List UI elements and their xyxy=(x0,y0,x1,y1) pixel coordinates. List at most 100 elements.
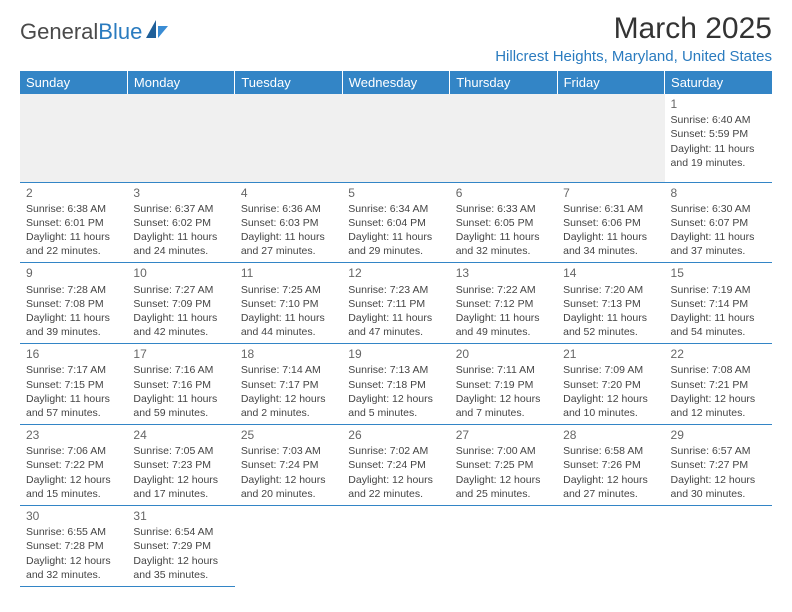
cell-daylight1: Daylight: 12 hours xyxy=(563,392,658,406)
calendar-cell: 19Sunrise: 7:13 AMSunset: 7:18 PMDayligh… xyxy=(342,344,449,425)
day-number: 15 xyxy=(671,265,766,281)
cell-sunrise: Sunrise: 6:30 AM xyxy=(671,202,766,216)
day-number: 26 xyxy=(348,427,443,443)
calendar-cell xyxy=(557,94,664,182)
cell-sunrise: Sunrise: 7:06 AM xyxy=(26,444,121,458)
cell-sunset: Sunset: 7:15 PM xyxy=(26,378,121,392)
day-header: Saturday xyxy=(665,71,772,94)
calendar-cell: 29Sunrise: 6:57 AMSunset: 7:27 PMDayligh… xyxy=(665,425,772,506)
cell-daylight1: Daylight: 11 hours xyxy=(456,230,551,244)
cell-sunset: Sunset: 7:24 PM xyxy=(348,458,443,472)
cell-daylight2: and 35 minutes. xyxy=(133,568,228,582)
cell-daylight1: Daylight: 11 hours xyxy=(671,230,766,244)
cell-sunset: Sunset: 7:27 PM xyxy=(671,458,766,472)
calendar-row: 30Sunrise: 6:55 AMSunset: 7:28 PMDayligh… xyxy=(20,506,772,587)
cell-daylight1: Daylight: 12 hours xyxy=(456,473,551,487)
cell-sunrise: Sunrise: 7:23 AM xyxy=(348,283,443,297)
calendar-cell: 23Sunrise: 7:06 AMSunset: 7:22 PMDayligh… xyxy=(20,425,127,506)
cell-daylight2: and 29 minutes. xyxy=(348,244,443,258)
calendar-row: 23Sunrise: 7:06 AMSunset: 7:22 PMDayligh… xyxy=(20,425,772,506)
cell-sunset: Sunset: 7:20 PM xyxy=(563,378,658,392)
day-number: 7 xyxy=(563,185,658,201)
cell-sunrise: Sunrise: 6:33 AM xyxy=(456,202,551,216)
day-number: 28 xyxy=(563,427,658,443)
cell-sunset: Sunset: 6:03 PM xyxy=(241,216,336,230)
cell-daylight2: and 10 minutes. xyxy=(563,406,658,420)
cell-daylight2: and 25 minutes. xyxy=(456,487,551,501)
month-title: March 2025 xyxy=(495,12,772,46)
day-number: 6 xyxy=(456,185,551,201)
cell-sunrise: Sunrise: 7:19 AM xyxy=(671,283,766,297)
cell-daylight1: Daylight: 12 hours xyxy=(671,473,766,487)
cell-sunset: Sunset: 7:11 PM xyxy=(348,297,443,311)
cell-daylight2: and 30 minutes. xyxy=(671,487,766,501)
cell-sunrise: Sunrise: 7:08 AM xyxy=(671,363,766,377)
cell-daylight1: Daylight: 11 hours xyxy=(26,392,121,406)
cell-sunset: Sunset: 7:08 PM xyxy=(26,297,121,311)
cell-sunrise: Sunrise: 7:28 AM xyxy=(26,283,121,297)
cell-daylight2: and 24 minutes. xyxy=(133,244,228,258)
calendar-cell xyxy=(342,94,449,182)
cell-sunset: Sunset: 7:16 PM xyxy=(133,378,228,392)
calendar-cell: 13 Sunrise: 7:22 AMSunset: 7:12 PMDayligh… xyxy=(450,263,557,344)
cell-daylight2: and 47 minutes. xyxy=(348,325,443,339)
location-text: Hillcrest Heights, Maryland, United Stat… xyxy=(495,48,772,65)
cell-sunset: Sunset: 7:18 PM xyxy=(348,378,443,392)
calendar-table: Sunday Monday Tuesday Wednesday Thursday… xyxy=(20,71,772,587)
cell-sunset: Sunset: 7:25 PM xyxy=(456,458,551,472)
cell-daylight2: and 27 minutes. xyxy=(241,244,336,258)
day-header: Friday xyxy=(557,71,664,94)
day-header: Tuesday xyxy=(235,71,342,94)
day-header: Sunday xyxy=(20,71,127,94)
calendar-cell: 16Sunrise: 7:17 AMSunset: 7:15 PMDayligh… xyxy=(20,344,127,425)
cell-daylight2: and 44 minutes. xyxy=(241,325,336,339)
title-block: March 2025 Hillcrest Heights, Maryland, … xyxy=(495,12,772,65)
cell-daylight1: Daylight: 12 hours xyxy=(241,392,336,406)
day-number: 24 xyxy=(133,427,228,443)
day-number: 31 xyxy=(133,508,228,524)
cell-daylight1: Daylight: 11 hours xyxy=(456,311,551,325)
cell-sunset: Sunset: 7:12 PM xyxy=(456,297,551,311)
calendar-cell: 7Sunrise: 6:31 AMSunset: 6:06 PMDaylight… xyxy=(557,182,664,263)
sail-icon xyxy=(144,18,170,45)
calendar-cell: 4Sunrise: 6:36 AMSunset: 6:03 PMDaylight… xyxy=(235,182,342,263)
day-number: 13 xyxy=(456,265,551,281)
day-number: 9 xyxy=(26,265,121,281)
cell-sunrise: Sunrise: 7:17 AM xyxy=(26,363,121,377)
calendar-cell: 18Sunrise: 7:14 AMSunset: 7:17 PMDayligh… xyxy=(235,344,342,425)
cell-sunrise: Sunrise: 7:22 AM xyxy=(456,283,551,297)
day-header-row: Sunday Monday Tuesday Wednesday Thursday… xyxy=(20,71,772,94)
cell-sunset: Sunset: 7:14 PM xyxy=(671,297,766,311)
cell-daylight1: Daylight: 11 hours xyxy=(241,230,336,244)
cell-daylight1: Daylight: 11 hours xyxy=(671,311,766,325)
day-number: 19 xyxy=(348,346,443,362)
cell-sunset: Sunset: 7:19 PM xyxy=(456,378,551,392)
cell-daylight1: Daylight: 12 hours xyxy=(671,392,766,406)
cell-daylight2: and 22 minutes. xyxy=(26,244,121,258)
cell-daylight1: Daylight: 12 hours xyxy=(348,392,443,406)
cell-sunrise: Sunrise: 7:13 AM xyxy=(348,363,443,377)
calendar-cell: 2Sunrise: 6:38 AMSunset: 6:01 PMDaylight… xyxy=(20,182,127,263)
cell-sunset: Sunset: 6:05 PM xyxy=(456,216,551,230)
day-number: 30 xyxy=(26,508,121,524)
cell-daylight1: Daylight: 11 hours xyxy=(563,311,658,325)
cell-sunrise: Sunrise: 6:31 AM xyxy=(563,202,658,216)
day-number: 16 xyxy=(26,346,121,362)
day-number: 2 xyxy=(26,185,121,201)
cell-daylight2: and 52 minutes. xyxy=(563,325,658,339)
cell-daylight1: Daylight: 11 hours xyxy=(671,142,766,156)
page-header: GeneralBlue March 2025 Hillcrest Heights… xyxy=(20,12,772,65)
calendar-row: 16Sunrise: 7:17 AMSunset: 7:15 PMDayligh… xyxy=(20,344,772,425)
cell-daylight2: and 17 minutes. xyxy=(133,487,228,501)
cell-daylight2: and 5 minutes. xyxy=(348,406,443,420)
cell-daylight1: Daylight: 12 hours xyxy=(133,554,228,568)
calendar-cell: 8Sunrise: 6:30 AMSunset: 6:07 PMDaylight… xyxy=(665,182,772,263)
cell-sunset: Sunset: 7:13 PM xyxy=(563,297,658,311)
cell-daylight2: and 37 minutes. xyxy=(671,244,766,258)
day-number: 20 xyxy=(456,346,551,362)
cell-sunset: Sunset: 7:23 PM xyxy=(133,458,228,472)
calendar-cell: 26Sunrise: 7:02 AMSunset: 7:24 PMDayligh… xyxy=(342,425,449,506)
calendar-body: 1Sunrise: 6:40 AMSunset: 5:59 PMDaylight… xyxy=(20,94,772,586)
day-number: 22 xyxy=(671,346,766,362)
cell-daylight2: and 39 minutes. xyxy=(26,325,121,339)
